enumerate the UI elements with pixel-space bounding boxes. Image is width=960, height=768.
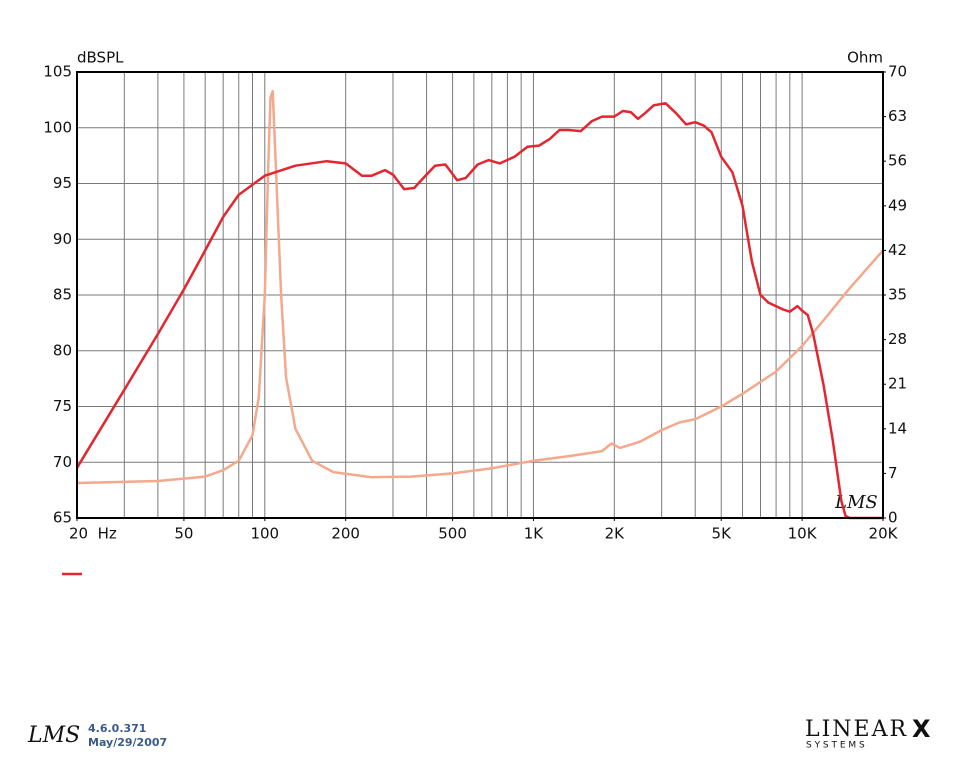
y-axis-label: dBSPL: [77, 49, 124, 67]
watermark: LMS: [834, 492, 878, 513]
x-tick-label: 200: [331, 525, 360, 543]
y-tick-label: 100: [43, 118, 72, 136]
x-tick-label: 50: [174, 525, 193, 543]
y2-tick-label: 28: [888, 330, 907, 348]
y2-tick-label: 49: [888, 196, 907, 214]
y-tick-label: 90: [53, 230, 72, 248]
x-tick-label: 1K: [524, 525, 545, 543]
series-line: [76, 89, 884, 485]
y2-tick-label: 42: [888, 241, 907, 259]
y2-tick-label: 63: [888, 107, 907, 125]
footer-date: May/29/2007: [88, 736, 167, 749]
x-tick-label: 20 Hz: [69, 525, 117, 543]
y2-tick-label: 0: [888, 509, 898, 527]
y2-axis-label: Ohm: [847, 49, 883, 67]
y2-tick-label: 14: [888, 419, 907, 437]
x-tick-label: 5K: [712, 525, 733, 543]
x-tick-label: 10K: [788, 525, 818, 543]
y2-tick-label: 56: [888, 152, 907, 170]
y-tick-label: 75: [53, 397, 72, 415]
brand-mark: X: [912, 715, 931, 743]
series-line: [75, 101, 883, 520]
y-tick-label: 80: [53, 341, 72, 359]
x-tick-label: 500: [438, 525, 467, 543]
brand-sub: S Y S T E M S: [806, 741, 865, 751]
y-tick-label: 70: [53, 453, 72, 471]
x-tick-label: 100: [250, 525, 279, 543]
y-tick-label: 65: [53, 509, 72, 527]
y2-tick-label: 7: [888, 464, 898, 482]
y-tick-label: 95: [53, 174, 72, 192]
plot-frame: [76, 71, 884, 519]
y2-tick-label: 21: [888, 375, 907, 393]
y-tick-label: 105: [43, 63, 72, 81]
x-tick-label: 20K: [869, 525, 899, 543]
y2-tick-label: 35: [888, 286, 907, 304]
footer-version: 4.6.0.371: [88, 722, 146, 735]
brand: LINEAR: [805, 717, 908, 742]
y2-tick-label: 70: [888, 63, 907, 81]
y-tick-label: 85: [53, 286, 72, 304]
x-tick-label: 2K: [605, 525, 626, 543]
footer-logo: LMS: [27, 723, 80, 748]
